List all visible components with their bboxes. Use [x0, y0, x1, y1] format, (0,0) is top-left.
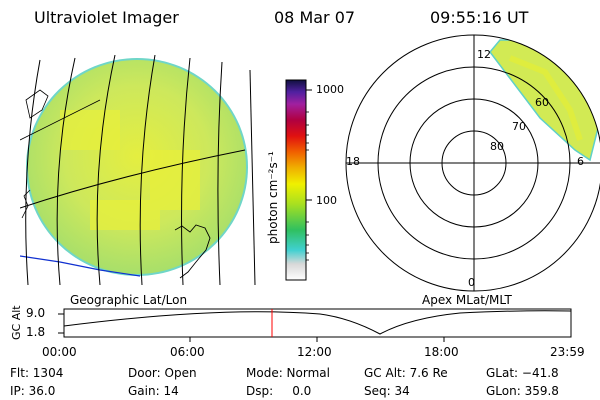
- door-status: Door: Open: [128, 366, 197, 380]
- colorbar-tick-100: 100: [316, 194, 337, 207]
- glat-value: GLat: −41.8: [486, 366, 559, 380]
- mode-status: Mode: Normal: [246, 366, 330, 380]
- geographic-image: [20, 55, 256, 285]
- colorbar: [285, 79, 307, 281]
- mlt-label-12: 12: [477, 48, 491, 61]
- ip-value: IP: 36.0: [10, 384, 56, 398]
- mlat-label-70: 70: [512, 120, 526, 133]
- mlt-label-18: 18: [346, 155, 360, 168]
- gc-alt-frame: [63, 308, 572, 338]
- gc-alt-ytick-9: 9.0: [26, 306, 46, 320]
- xtick-2359: 23:59: [550, 345, 585, 359]
- right-caption: Apex MLat/MLT: [422, 293, 512, 307]
- gain-value: Gain: 14: [128, 384, 179, 398]
- mlat-label-80: 80: [490, 140, 504, 153]
- xtick-0600: 06:00: [170, 345, 205, 359]
- gc-alt-status: GC Alt: 7.6 Re: [364, 366, 448, 380]
- mlt-label-6: 6: [577, 155, 584, 168]
- date-label: 08 Mar 07: [274, 8, 356, 27]
- colorbar-tick-1000: 1000: [316, 83, 344, 96]
- left-caption: Geographic Lat/Lon: [70, 293, 188, 307]
- mlat-label-60: 60: [535, 96, 549, 109]
- xtick-1200: 12:00: [297, 345, 332, 359]
- gc-alt-axis-label: GC Alt: [10, 305, 23, 340]
- time-label: 09:55:16 UT: [430, 8, 529, 27]
- flight-info: Flt: 1304: [10, 366, 64, 380]
- polar-plot: [345, 34, 600, 292]
- app-title: Ultraviolet Imager: [34, 8, 179, 27]
- mlt-label-0: 0: [468, 276, 475, 289]
- glon-value: GLon: 359.8: [486, 384, 559, 398]
- dsp-value: Dsp: 0.0: [246, 384, 312, 398]
- seq-value: Seq: 34: [364, 384, 410, 398]
- gc-alt-ytick-1: 1.8: [26, 325, 46, 339]
- xtick-0000: 00:00: [42, 345, 77, 359]
- colorbar-unit-label: photon cm⁻²s⁻¹: [266, 151, 280, 244]
- xtick-1800: 18:00: [424, 345, 459, 359]
